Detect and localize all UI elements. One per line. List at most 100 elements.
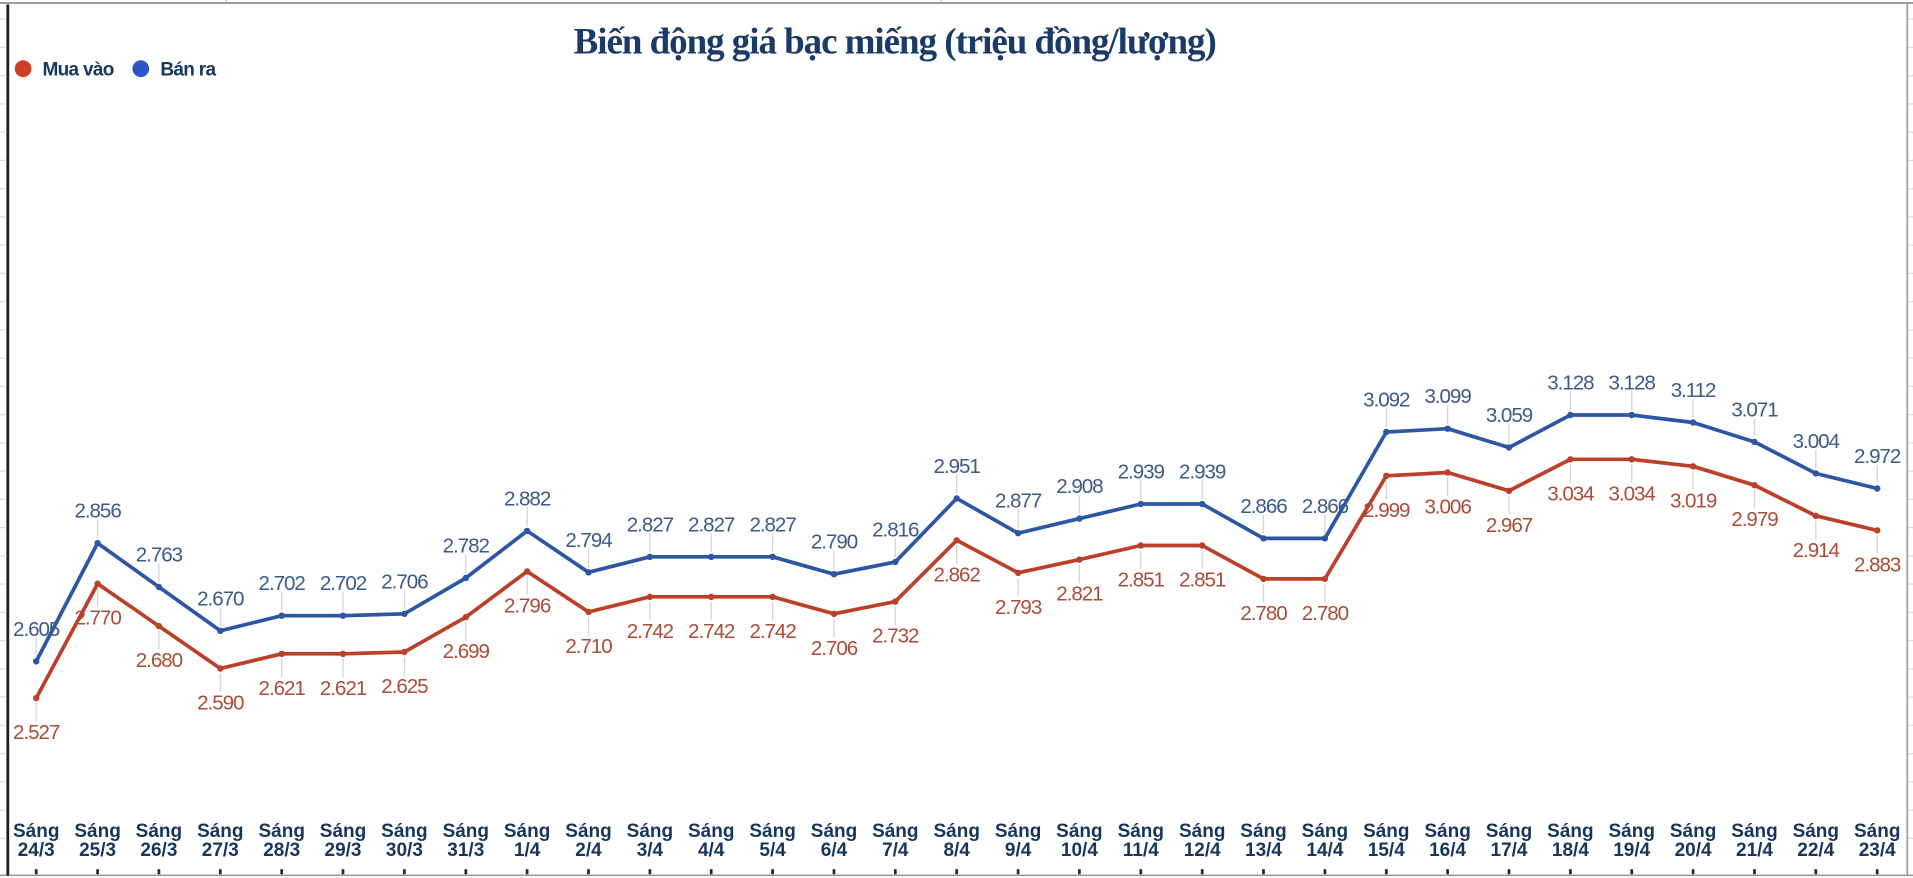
svg-text:2.883: 2.883 [1854,553,1901,576]
svg-text:19/4: 19/4 [1613,840,1650,861]
svg-text:2.710: 2.710 [565,635,612,658]
svg-text:2.793: 2.793 [995,596,1042,619]
svg-text:2.914: 2.914 [1793,539,1840,562]
svg-text:21/4: 21/4 [1736,840,1773,861]
svg-text:Sáng: Sáng [1731,821,1777,842]
svg-text:3.128: 3.128 [1547,372,1594,395]
svg-text:2.862: 2.862 [934,563,981,586]
svg-text:2.794: 2.794 [565,529,612,552]
svg-text:31/3: 31/3 [447,840,484,861]
svg-text:17/4: 17/4 [1491,840,1528,861]
svg-text:2.742: 2.742 [688,620,735,643]
svg-text:Sáng: Sáng [1547,821,1593,842]
svg-text:2.790: 2.790 [811,531,858,554]
svg-text:8/4: 8/4 [943,840,970,861]
svg-text:Sáng: Sáng [136,821,182,842]
svg-text:Sáng: Sáng [1363,821,1409,842]
svg-text:2.796: 2.796 [504,594,551,617]
svg-text:2.827: 2.827 [688,513,735,536]
svg-text:Biến động giá bạc miếng (triệu: Biến động giá bạc miếng (triệu đồng/lượn… [574,22,1216,63]
svg-text:Sáng: Sáng [811,821,857,842]
svg-text:Sáng: Sáng [197,821,243,842]
svg-text:5/4: 5/4 [759,840,786,861]
svg-text:13/4: 13/4 [1245,840,1282,861]
svg-text:1/4: 1/4 [514,840,541,861]
svg-text:2.763: 2.763 [136,544,183,567]
svg-text:Sáng: Sáng [1118,821,1164,842]
svg-text:3/4: 3/4 [637,840,664,861]
svg-text:2.979: 2.979 [1731,508,1778,531]
svg-text:2.605: 2.605 [13,618,60,641]
svg-text:2.742: 2.742 [749,620,796,643]
svg-text:24/3: 24/3 [18,840,55,861]
svg-text:3.034: 3.034 [1609,482,1656,505]
svg-text:3.059: 3.059 [1486,404,1533,427]
svg-text:2.882: 2.882 [504,487,551,510]
svg-text:2.821: 2.821 [1056,583,1103,606]
svg-text:2.527: 2.527 [13,721,60,744]
svg-text:2.866: 2.866 [1240,495,1287,518]
svg-text:2.972: 2.972 [1854,445,1901,468]
svg-text:25/3: 25/3 [79,840,116,861]
svg-text:2.866: 2.866 [1302,495,1349,518]
svg-text:2.780: 2.780 [1240,602,1287,625]
svg-text:Sáng: Sáng [504,821,550,842]
svg-text:6/4: 6/4 [821,840,848,861]
svg-text:29/3: 29/3 [325,840,362,861]
svg-text:Sáng: Sáng [1486,821,1532,842]
svg-text:20/4: 20/4 [1675,840,1712,861]
svg-text:9/4: 9/4 [1005,840,1032,861]
svg-text:2.827: 2.827 [749,513,796,536]
svg-text:2.770: 2.770 [74,607,121,630]
svg-text:3.112: 3.112 [1671,379,1716,402]
svg-text:7/4: 7/4 [882,840,909,861]
svg-text:Sáng: Sáng [381,821,427,842]
svg-text:3.034: 3.034 [1547,482,1594,505]
svg-text:Sáng: Sáng [13,821,59,842]
svg-text:Sáng: Sáng [749,821,795,842]
svg-text:2.732: 2.732 [872,625,919,648]
svg-text:22/4: 22/4 [1797,840,1834,861]
svg-text:26/3: 26/3 [140,840,177,861]
svg-text:2.816: 2.816 [872,519,919,542]
svg-text:2.851: 2.851 [1118,569,1165,592]
svg-text:2.621: 2.621 [320,677,367,700]
svg-text:2.999: 2.999 [1363,499,1410,522]
svg-text:Sáng: Sáng [74,821,120,842]
svg-text:Bán ra: Bán ra [160,59,216,80]
svg-text:2.939: 2.939 [1179,461,1226,484]
svg-text:Mua vào: Mua vào [43,59,114,80]
svg-text:15/4: 15/4 [1368,840,1405,861]
svg-text:16/4: 16/4 [1429,840,1466,861]
svg-text:Sáng: Sáng [688,821,734,842]
svg-text:3.092: 3.092 [1363,389,1410,412]
svg-text:2.856: 2.856 [74,500,121,523]
svg-text:2.908: 2.908 [1056,475,1103,498]
svg-text:3.006: 3.006 [1424,496,1471,519]
svg-text:Sáng: Sáng [1240,821,1286,842]
svg-text:2.782: 2.782 [443,535,490,558]
svg-text:4/4: 4/4 [698,840,725,861]
svg-text:Sáng: Sáng [1179,821,1225,842]
svg-text:2.590: 2.590 [197,692,244,715]
svg-text:Sáng: Sáng [872,821,918,842]
svg-text:18/4: 18/4 [1552,840,1589,861]
svg-text:3.071: 3.071 [1731,398,1778,421]
svg-text:3.019: 3.019 [1670,489,1717,512]
svg-text:Sáng: Sáng [1793,821,1839,842]
svg-text:Sáng: Sáng [565,821,611,842]
svg-text:2.827: 2.827 [627,513,674,536]
svg-text:2.877: 2.877 [995,490,1042,513]
svg-text:Sáng: Sáng [627,821,673,842]
svg-text:Sáng: Sáng [1670,821,1716,842]
svg-text:Sáng: Sáng [1854,821,1900,842]
svg-text:2.699: 2.699 [443,640,490,663]
svg-text:2.680: 2.680 [136,649,183,672]
svg-text:2.851: 2.851 [1179,569,1226,592]
svg-text:3.099: 3.099 [1424,385,1471,408]
svg-text:Sáng: Sáng [1302,821,1348,842]
svg-text:10/4: 10/4 [1061,840,1098,861]
svg-text:2.780: 2.780 [1302,602,1349,625]
svg-text:2.621: 2.621 [259,677,306,700]
svg-text:2.702: 2.702 [320,572,367,595]
